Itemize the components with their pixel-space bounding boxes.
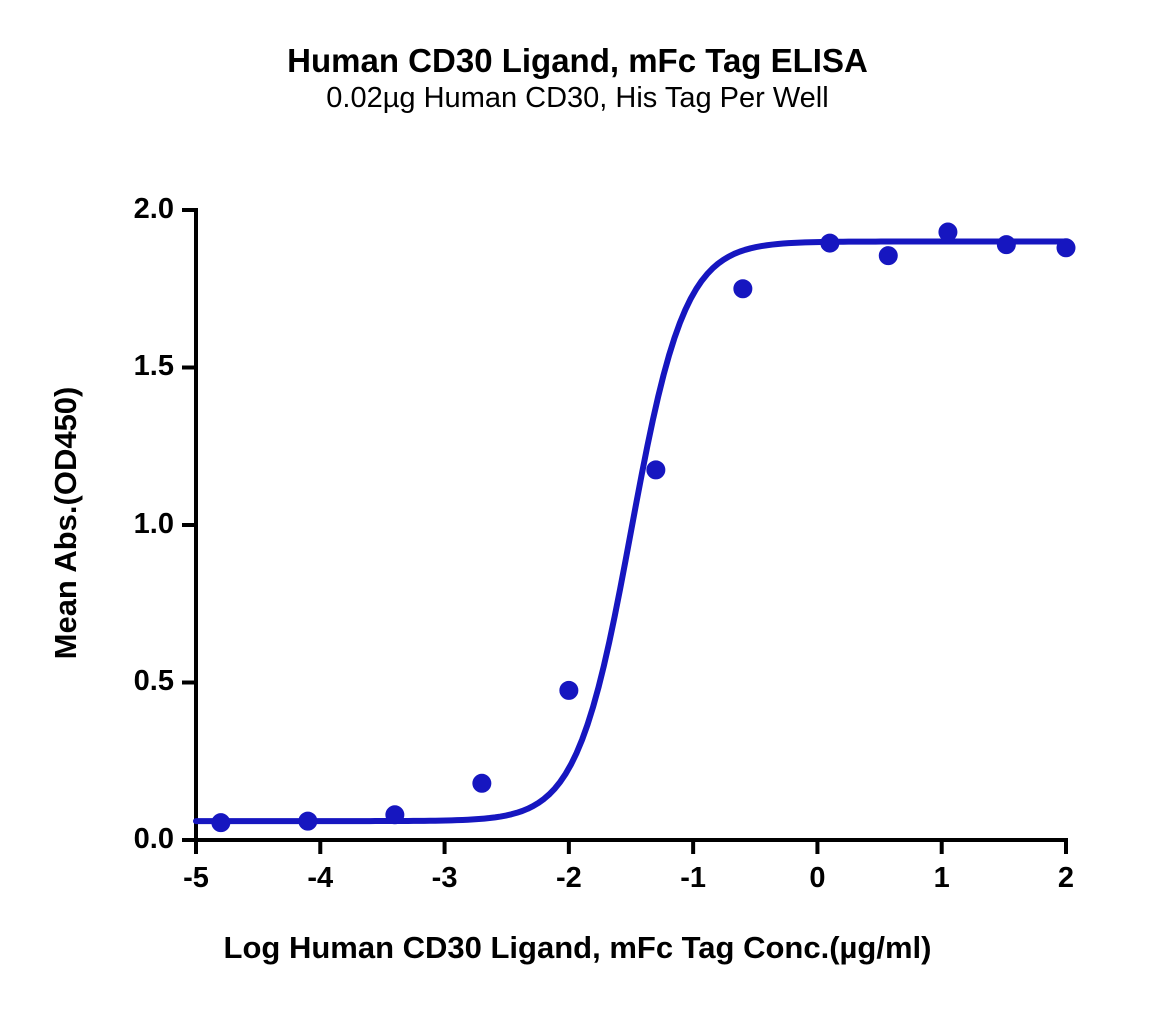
x-tick-label: -3 [415,862,475,895]
chart-container: Human CD30 Ligand, mFc Tag ELISA 0.02µg … [0,0,1155,1017]
x-axis-label: Log Human CD30 Ligand, mFc Tag Conc.(µg/… [0,930,1155,966]
y-tick-label: 1.0 [104,508,174,541]
plot-area [196,210,1066,840]
x-tick-label: -2 [539,862,599,895]
y-tick-label: 1.5 [104,350,174,383]
chart-svg [166,180,1096,870]
x-tick-label: 0 [787,862,847,895]
y-tick-label: 0.0 [104,823,174,856]
x-tick-label: -4 [290,862,350,895]
x-tick-label: 2 [1036,862,1096,895]
chart-title: Human CD30 Ligand, mFc Tag ELISA [0,42,1155,80]
y-tick-label: 0.5 [104,665,174,698]
chart-subtitle: 0.02µg Human CD30, His Tag Per Well [0,82,1155,115]
x-tick-label: 1 [912,862,972,895]
y-tick-label: 2.0 [104,193,174,226]
y-axis-label: Mean Abs.(OD450) [48,323,84,723]
x-tick-label: -1 [663,862,723,895]
x-tick-label: -5 [166,862,226,895]
